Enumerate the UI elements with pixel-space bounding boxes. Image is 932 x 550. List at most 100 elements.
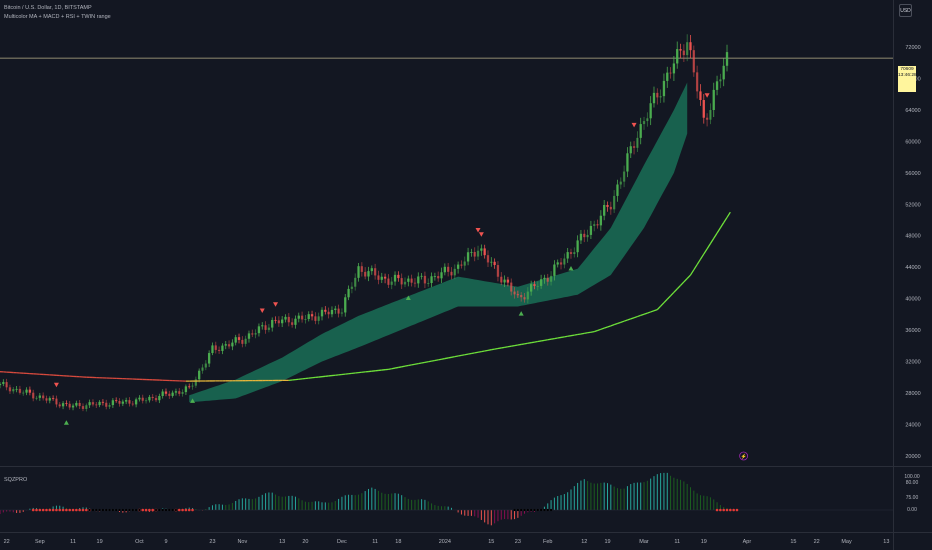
squeeze-dot-red bbox=[51, 508, 55, 512]
candle-body bbox=[324, 309, 327, 312]
squeeze-dot-dark bbox=[91, 508, 95, 512]
ma-segment bbox=[504, 346, 509, 349]
ma-segment bbox=[514, 344, 518, 347]
buy-signal-marker bbox=[568, 265, 574, 271]
candle-body bbox=[493, 261, 496, 266]
candle-body bbox=[589, 225, 593, 235]
candle-body bbox=[317, 316, 320, 321]
squeeze-dot-dark bbox=[111, 508, 114, 512]
candle-body bbox=[254, 333, 257, 335]
candle-body bbox=[649, 103, 652, 119]
squeeze-dot-dark bbox=[171, 508, 174, 512]
ma-segment bbox=[577, 333, 582, 336]
ma-segment bbox=[643, 312, 648, 315]
subpanel-title[interactable]: SQZPRO bbox=[4, 477, 28, 483]
squeeze-dot-dark bbox=[536, 508, 539, 512]
candle-body bbox=[433, 276, 437, 277]
ma-segment bbox=[394, 366, 399, 369]
squeeze-dot-dark bbox=[95, 508, 98, 512]
candle-body bbox=[168, 393, 171, 396]
squeeze-dot-dark bbox=[164, 508, 168, 512]
candle-body bbox=[51, 398, 55, 399]
ma-segment bbox=[570, 334, 575, 337]
candle-body bbox=[154, 398, 158, 401]
ma-segment bbox=[603, 326, 608, 329]
candle-body bbox=[287, 316, 290, 323]
candle-body bbox=[181, 392, 184, 394]
ma-segment bbox=[656, 305, 662, 311]
candle-body bbox=[144, 400, 148, 402]
candle-body bbox=[646, 118, 649, 122]
candle-body bbox=[579, 233, 583, 241]
x-tick-label: 19 bbox=[97, 539, 103, 545]
sell-signal-marker bbox=[273, 302, 279, 307]
squeeze-dot-red bbox=[732, 508, 735, 512]
ma-segment bbox=[547, 338, 552, 341]
candle-body bbox=[330, 309, 334, 315]
candle-body bbox=[178, 391, 181, 394]
x-tick-label: Feb bbox=[543, 539, 552, 545]
ma-segment bbox=[693, 264, 698, 271]
squeeze-dot-red bbox=[68, 508, 72, 512]
ma-segment bbox=[391, 367, 396, 370]
candle-body bbox=[702, 100, 705, 118]
x-tick-label: 23 bbox=[209, 539, 215, 545]
ma-segment bbox=[584, 332, 588, 335]
squeeze-dot-red bbox=[35, 508, 38, 512]
squeeze-dot-red bbox=[722, 508, 725, 512]
candle-body bbox=[539, 279, 543, 286]
candle-body bbox=[234, 337, 237, 343]
candle-body bbox=[437, 276, 440, 279]
ma-segment bbox=[564, 335, 568, 338]
candle-body bbox=[470, 251, 473, 253]
candle-body bbox=[373, 268, 377, 276]
squeeze-dot-red bbox=[48, 508, 52, 512]
squeeze-dot-red bbox=[184, 508, 188, 512]
squeeze-dot-dark bbox=[88, 508, 91, 512]
candle-body bbox=[251, 333, 254, 335]
sell-signal-marker bbox=[259, 308, 265, 313]
candle-body bbox=[383, 276, 387, 279]
candle-body bbox=[2, 382, 5, 384]
ma-segment bbox=[540, 339, 545, 342]
ma-segment bbox=[670, 291, 675, 297]
candle-body bbox=[652, 92, 656, 104]
candle-body bbox=[151, 396, 154, 399]
candle-body bbox=[141, 397, 144, 401]
ma-segment bbox=[726, 211, 731, 218]
candle-body bbox=[0, 383, 2, 386]
ma-segment bbox=[461, 354, 465, 357]
candle-body bbox=[553, 264, 556, 276]
ma-segment bbox=[597, 328, 602, 332]
candle-body bbox=[427, 283, 430, 284]
ma-segment bbox=[627, 318, 631, 321]
candle-body bbox=[603, 204, 606, 216]
squeeze-dot-dark bbox=[168, 508, 171, 512]
candle-body bbox=[689, 42, 692, 51]
candle-body bbox=[473, 251, 476, 257]
y-tick-label: 36000 bbox=[905, 328, 920, 334]
symbol-title[interactable]: Bitcoin / U.S. Dollar, 1D, BITSTAMP bbox=[4, 5, 92, 11]
ma-segment bbox=[517, 343, 522, 346]
buy-signal-marker bbox=[405, 295, 411, 301]
candle-body bbox=[158, 395, 161, 401]
event-icon bbox=[739, 451, 749, 461]
ma-segment bbox=[467, 352, 472, 355]
currency-button[interactable]: USD bbox=[899, 4, 912, 17]
ma-segment bbox=[620, 320, 625, 323]
candle-body bbox=[364, 271, 367, 277]
ma-segment bbox=[464, 353, 469, 356]
candle-body bbox=[510, 282, 513, 292]
squeeze-dot-red bbox=[719, 508, 722, 512]
y-tick-label: 28000 bbox=[905, 391, 920, 397]
squeeze-dot-dark bbox=[98, 508, 101, 512]
indicator-title[interactable]: Multicolor MA + MACD + RSI + TWIN range bbox=[4, 14, 111, 20]
candle-body bbox=[188, 386, 191, 388]
candle-body bbox=[410, 278, 413, 283]
candle-body bbox=[486, 255, 490, 263]
ma-segment bbox=[534, 340, 538, 343]
squeeze-dot-red bbox=[61, 508, 65, 512]
candle-body bbox=[417, 276, 420, 284]
ma-segment bbox=[676, 284, 682, 290]
